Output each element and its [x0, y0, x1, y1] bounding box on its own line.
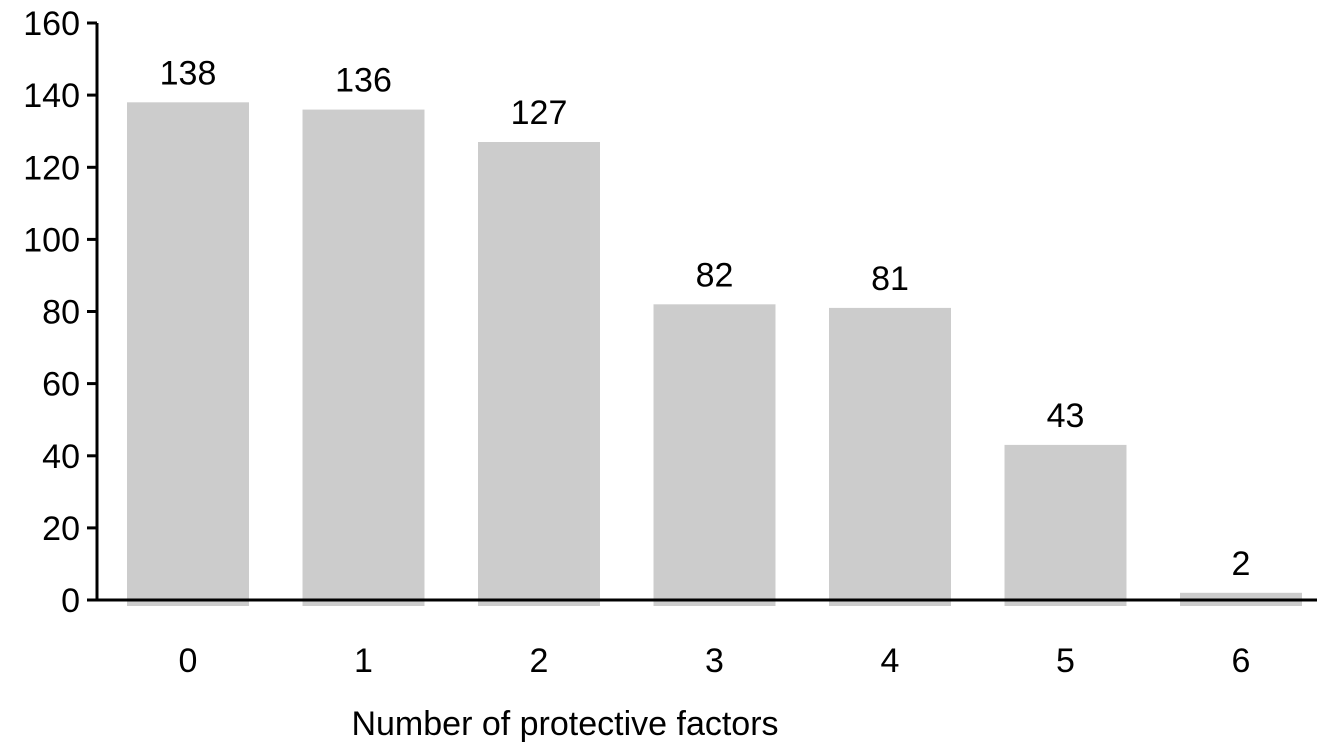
- x-tick-label-1: 1: [354, 642, 373, 680]
- y-tick-label-20: 20: [42, 510, 80, 548]
- x-tick-label-2: 2: [530, 642, 549, 680]
- bars-group: [127, 102, 1302, 607]
- bar-5: [1004, 444, 1127, 606]
- data-label-3: 82: [696, 256, 734, 294]
- y-tick-label-40: 40: [42, 438, 80, 476]
- data-label-6: 2: [1232, 545, 1251, 583]
- bar-3: [653, 304, 776, 606]
- x-tick-label-3: 3: [705, 642, 724, 680]
- y-tick-label-120: 120: [23, 149, 80, 187]
- bar-4: [829, 307, 951, 606]
- y-tick-label-100: 100: [23, 221, 80, 259]
- data-label-4: 81: [871, 260, 909, 298]
- x-tick-label-0: 0: [179, 642, 198, 680]
- labels-group: 1380136112728238144352602040608010012014…: [23, 5, 1250, 680]
- y-tick-label-80: 80: [42, 294, 80, 332]
- x-axis-title: Number of protective factors: [351, 705, 778, 743]
- data-label-1: 136: [335, 62, 392, 100]
- bar-0: [127, 102, 249, 607]
- data-label-2: 127: [511, 94, 568, 132]
- bar-1: [302, 109, 425, 606]
- x-tick-label-6: 6: [1232, 642, 1251, 680]
- bar-2: [478, 142, 600, 606]
- y-tick-label-140: 140: [23, 77, 80, 115]
- y-tick-label-0: 0: [61, 582, 80, 620]
- data-label-0: 138: [160, 54, 217, 92]
- y-tick-label-60: 60: [42, 366, 80, 404]
- data-label-5: 43: [1047, 397, 1085, 435]
- axes-group: [87, 21, 1317, 602]
- x-tick-label-4: 4: [881, 642, 900, 680]
- y-tick-label-160: 160: [23, 5, 80, 43]
- x-tick-label-5: 5: [1056, 642, 1075, 680]
